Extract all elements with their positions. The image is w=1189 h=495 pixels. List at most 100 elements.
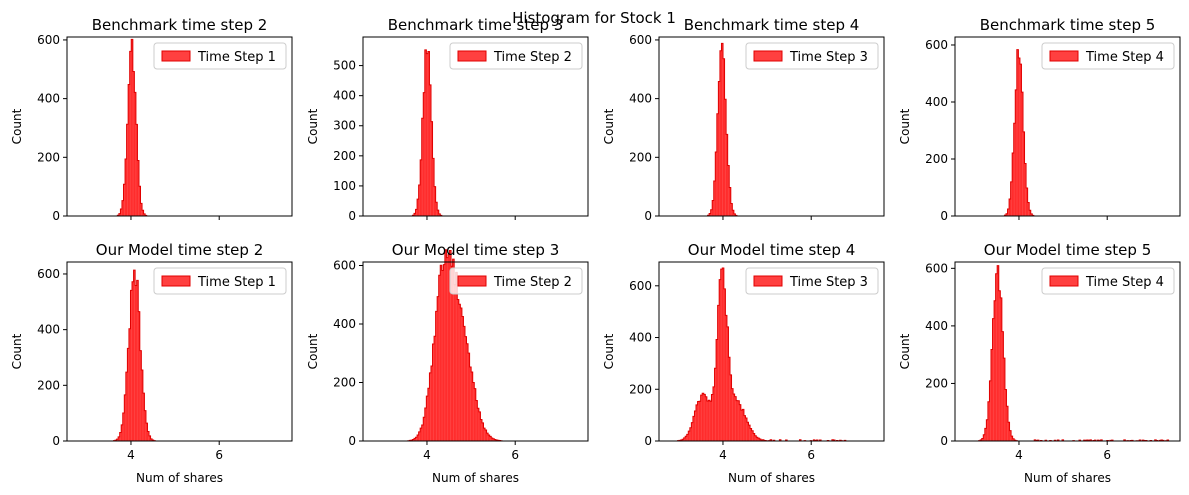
histogram-bar bbox=[1006, 213, 1008, 216]
histogram-bar bbox=[141, 370, 144, 441]
histogram-bar bbox=[133, 270, 136, 441]
histogram-bar bbox=[992, 318, 995, 441]
legend-label: Time Step 1 bbox=[197, 275, 276, 290]
histogram-bar bbox=[691, 422, 694, 441]
histogram-bar bbox=[432, 158, 435, 216]
histogram-bar bbox=[468, 353, 470, 441]
x-tick-label: 4 bbox=[719, 448, 727, 462]
histogram-bar bbox=[134, 92, 137, 216]
histogram-bar bbox=[460, 307, 463, 441]
y-tick-label: 400 bbox=[925, 319, 948, 333]
legend-label: Time Step 4 bbox=[1085, 50, 1164, 65]
legend-swatch bbox=[457, 50, 487, 62]
histogram-bar bbox=[722, 267, 725, 441]
legend-box bbox=[745, 267, 879, 295]
y-tick-label: 200 bbox=[925, 376, 948, 390]
histogram-bar bbox=[1024, 163, 1027, 216]
subplot-title: Our Model time step 2 bbox=[96, 241, 263, 259]
histogram-bar bbox=[686, 434, 689, 441]
histogram-bar bbox=[145, 423, 148, 441]
histogram-outline bbox=[114, 38, 150, 217]
x-axis-label: Num of shares bbox=[136, 471, 223, 485]
histogram-bins bbox=[117, 39, 148, 216]
histogram-bar bbox=[1022, 131, 1025, 216]
histogram-bar bbox=[726, 326, 729, 441]
histogram-bar bbox=[138, 186, 141, 216]
x-axis-label: Num of shares bbox=[432, 471, 519, 485]
histogram-bar bbox=[417, 435, 420, 441]
histogram-bar bbox=[128, 84, 131, 216]
histogram-bar bbox=[116, 439, 119, 441]
histogram-bar bbox=[1034, 439, 1037, 441]
histogram-bar bbox=[120, 209, 123, 216]
histogram-bar bbox=[475, 400, 478, 441]
x-axis-label: Num of shares bbox=[1024, 471, 1111, 485]
y-tick-label: 0 bbox=[644, 434, 652, 448]
legend-swatch bbox=[753, 275, 783, 287]
histogram-bar bbox=[1021, 92, 1024, 216]
legend: Time Step 3 bbox=[745, 267, 879, 295]
subplot-title: Benchmark time step 2 bbox=[92, 16, 268, 34]
histogram-bar bbox=[1026, 188, 1029, 216]
histogram-bar bbox=[132, 71, 135, 216]
histogram-bar bbox=[471, 372, 474, 441]
y-axis-label: Count bbox=[10, 108, 24, 144]
histogram-bar bbox=[702, 393, 705, 441]
histogram-bar bbox=[149, 435, 151, 441]
histogram-bar bbox=[437, 296, 440, 441]
x-tick-label: 4 bbox=[127, 448, 135, 462]
histogram-bar bbox=[135, 285, 138, 441]
histogram-bar bbox=[1089, 439, 1092, 441]
histogram-bar bbox=[733, 393, 736, 441]
histogram-bar bbox=[1062, 439, 1064, 441]
legend-label: Time Step 3 bbox=[789, 275, 868, 290]
histogram-bar bbox=[1015, 89, 1018, 216]
histogram-bar bbox=[423, 417, 426, 441]
histogram-bar bbox=[750, 428, 752, 441]
histogram-bar bbox=[424, 49, 427, 216]
histogram-bar bbox=[477, 408, 480, 441]
x-tick-label: 6 bbox=[215, 448, 223, 462]
y-tick-label: 600 bbox=[925, 38, 948, 52]
histogram-bar bbox=[714, 368, 717, 441]
y-tick-label: 200 bbox=[333, 376, 356, 390]
histogram-outline bbox=[110, 269, 160, 442]
subplot-5: 0 200 400 600 4 6 Our Model time step 2 Count Nu… bbox=[10, 241, 293, 485]
histogram-bar bbox=[125, 372, 128, 441]
legend-label: Time Step 4 bbox=[1085, 275, 1164, 290]
histogram-bar bbox=[756, 437, 759, 441]
histogram-bins bbox=[677, 267, 847, 441]
histogram-bar bbox=[1018, 58, 1021, 216]
histogram-bar bbox=[434, 336, 437, 441]
y-tick-label: 0 bbox=[940, 209, 948, 223]
legend-label: Time Step 2 bbox=[493, 50, 572, 65]
histogram-bar bbox=[417, 199, 420, 216]
histogram-bar bbox=[1011, 436, 1014, 441]
histogram-bar bbox=[682, 439, 685, 441]
histogram-bar bbox=[743, 415, 746, 441]
histogram-bar bbox=[689, 427, 692, 441]
histogram-bar bbox=[472, 382, 475, 441]
histogram-bar bbox=[712, 200, 715, 216]
histogram-bar bbox=[495, 439, 498, 441]
histogram-bar bbox=[1029, 210, 1032, 216]
histogram-bar bbox=[683, 437, 686, 441]
histogram-bar bbox=[997, 265, 1000, 441]
histogram-outline bbox=[669, 267, 848, 442]
histogram-bar bbox=[1003, 358, 1006, 441]
y-tick-label: 400 bbox=[629, 92, 652, 106]
histogram-bar bbox=[432, 344, 435, 441]
histogram-bar bbox=[813, 439, 816, 441]
histogram-bar bbox=[983, 434, 986, 441]
histogram-bar bbox=[142, 393, 145, 441]
y-tick-label: 200 bbox=[333, 149, 356, 163]
histogram-bar bbox=[723, 288, 726, 441]
histogram-bar bbox=[421, 424, 424, 441]
histogram-bar bbox=[138, 311, 141, 441]
histogram-bar bbox=[1007, 422, 1010, 441]
y-tick-label: 300 bbox=[333, 119, 356, 133]
histogram-bar bbox=[754, 435, 757, 441]
histogram-bar bbox=[1012, 152, 1015, 216]
legend-box bbox=[153, 267, 287, 295]
